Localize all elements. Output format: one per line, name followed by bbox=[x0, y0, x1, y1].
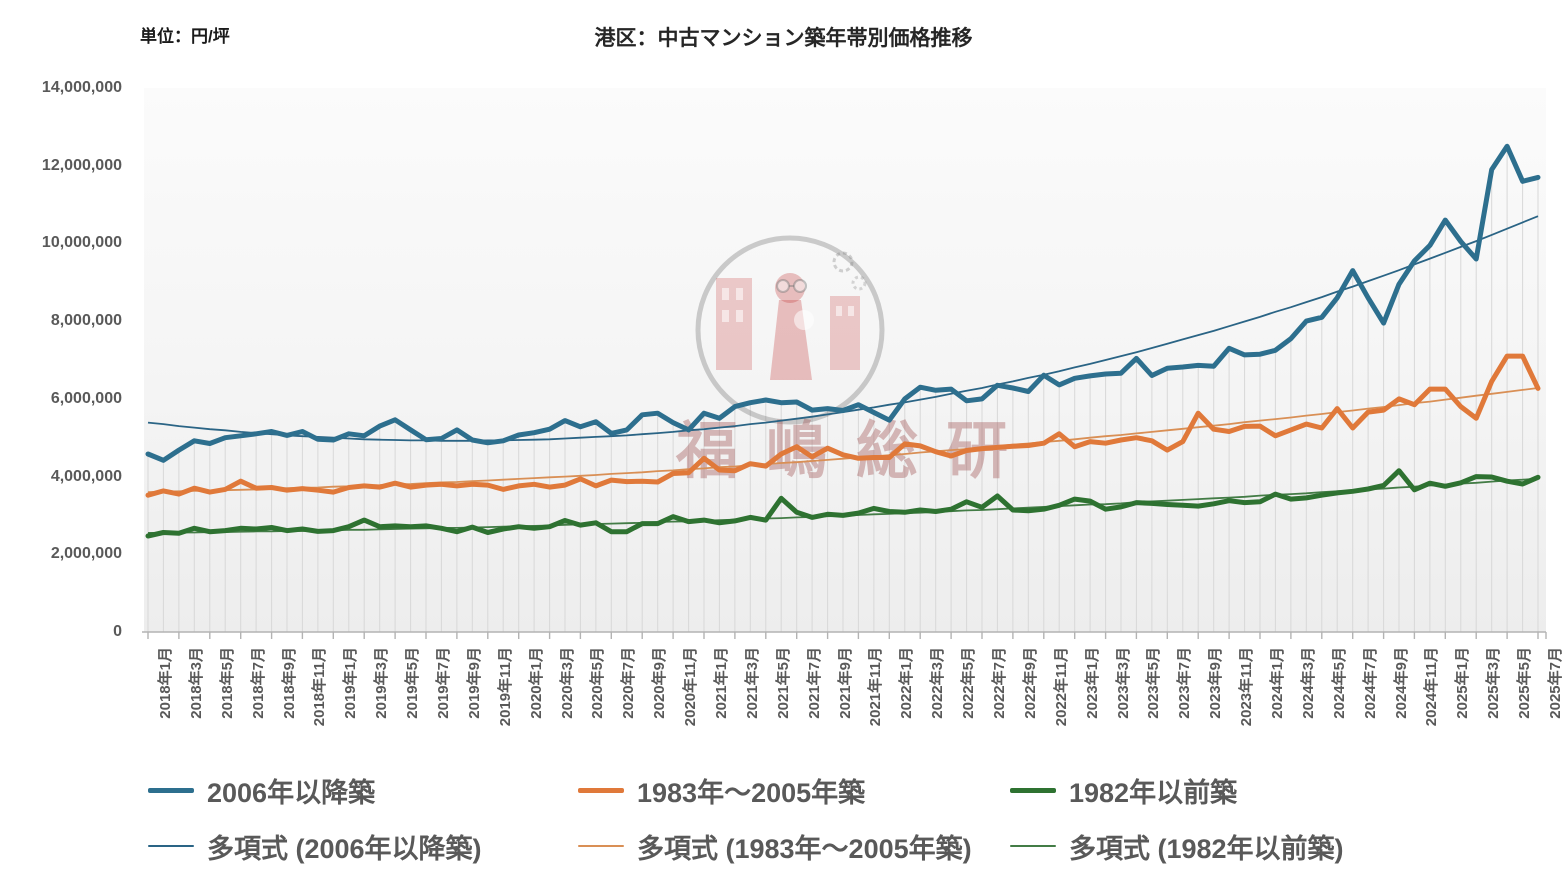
x-tick-label: 2019年11月 bbox=[496, 647, 514, 727]
x-tick-label: 2021年11月 bbox=[867, 647, 885, 727]
legend-label: 2006年以降築 bbox=[207, 777, 376, 808]
y-tick-label: 4,000,000 bbox=[50, 467, 122, 485]
x-tick-label: 2022年5月 bbox=[960, 647, 978, 719]
unit-label: 単位：円/坪 bbox=[140, 27, 230, 46]
x-tick-label: 2025年3月 bbox=[1485, 647, 1503, 719]
legend-item-trend-2006-later: 多項式 (2006年以降築) bbox=[148, 826, 482, 866]
legend-swatch-trend-2006-later bbox=[148, 845, 194, 847]
legend-swatch-2006-later bbox=[148, 787, 194, 793]
x-tick-label: 2021年3月 bbox=[743, 647, 761, 719]
x-tick-label: 2024年7月 bbox=[1361, 647, 1379, 719]
page-title: 港区：中古マンション築年帯別価格推移 bbox=[594, 27, 973, 50]
x-tick-label: 2023年7月 bbox=[1176, 647, 1194, 719]
legend-label: 多項式 (1982年以前築) bbox=[1069, 833, 1344, 864]
legend-swatch-trend-1983-2005 bbox=[578, 845, 624, 847]
legend-swatch-trend-1982-earlier bbox=[1010, 845, 1056, 847]
x-tick-label: 2025年5月 bbox=[1516, 647, 1534, 719]
x-tick-label: 2021年9月 bbox=[836, 647, 854, 719]
y-tick-label: 6,000,000 bbox=[50, 389, 122, 407]
x-tick-label: 2023年11月 bbox=[1238, 647, 1256, 727]
x-tick-label: 2019年5月 bbox=[404, 647, 422, 719]
y-tick-label: 2,000,000 bbox=[50, 545, 122, 563]
legend-label: 多項式 (1983年〜2005年築) bbox=[637, 833, 972, 864]
x-tick-label: 2020年11月 bbox=[682, 647, 700, 727]
x-tick-label: 2023年5月 bbox=[1145, 647, 1163, 719]
x-tick-label: 2021年7月 bbox=[805, 647, 823, 719]
x-tick-label: 2020年5月 bbox=[589, 647, 607, 719]
x-tick-label: 2025年1月 bbox=[1454, 647, 1472, 719]
x-tick-label: 2023年1月 bbox=[1083, 647, 1101, 719]
y-tick-label: 8,000,000 bbox=[50, 312, 122, 330]
x-tick-label: 2018年3月 bbox=[187, 647, 205, 719]
series-line bbox=[145, 468, 1541, 539]
y-tick-label: 0 bbox=[113, 623, 122, 640]
x-tick-label: 2018年7月 bbox=[249, 647, 267, 719]
x-tick-label: 2018年1月 bbox=[157, 647, 174, 719]
y-tick-label: 12,000,000 bbox=[41, 156, 122, 174]
x-tick-label: 2021年1月 bbox=[713, 647, 730, 719]
series-line bbox=[145, 143, 1541, 463]
watermark-logo: 福嶋総研 bbox=[675, 235, 1008, 486]
x-tick-label: 2024年5月 bbox=[1330, 647, 1348, 719]
series-line bbox=[145, 353, 1541, 498]
x-tick-label: 2020年1月 bbox=[527, 647, 545, 719]
x-tick-label: 2020年3月 bbox=[558, 647, 576, 719]
y-tick-label: 10,000,000 bbox=[41, 234, 122, 252]
x-tick-label: 2025年7月 bbox=[1547, 647, 1564, 719]
x-tick-label: 2020年9月 bbox=[651, 647, 669, 719]
x-tick-label: 2024年3月 bbox=[1299, 647, 1317, 719]
x-tick-label: 2020年7月 bbox=[620, 647, 638, 719]
x-tick-label: 2019年3月 bbox=[373, 647, 391, 719]
x-tick-label: 2019年9月 bbox=[465, 647, 483, 719]
legend-swatch-1982-earlier bbox=[1010, 787, 1056, 793]
legend-label: 1983年〜2005年築 bbox=[637, 777, 866, 808]
legend-item-2006-later: 2006年以降築 bbox=[148, 770, 375, 810]
x-tick-label: 2022年7月 bbox=[991, 647, 1008, 719]
legend-item-trend-1982-earlier: 多項式 (1982年以前築) bbox=[1010, 826, 1344, 866]
x-axis bbox=[142, 631, 1547, 639]
x-tick-label: 2023年9月 bbox=[1207, 647, 1225, 719]
x-tick-label: 2018年11月 bbox=[311, 647, 329, 727]
x-tick-label: 2018年9月 bbox=[280, 647, 298, 719]
legend-label: 1982年以前築 bbox=[1069, 777, 1238, 808]
legend-label: 多項式 (2006年以降築) bbox=[207, 833, 482, 864]
x-tick-label: 2023年3月 bbox=[1114, 647, 1132, 719]
legend-item-1982-earlier: 1982年以前築 bbox=[1010, 770, 1237, 810]
x-tick-label: 2024年1月 bbox=[1269, 647, 1286, 719]
legend-swatch-1983-2005 bbox=[578, 787, 624, 793]
x-tick-label: 2022年9月 bbox=[1021, 647, 1039, 719]
x-tick-label: 2022年3月 bbox=[929, 647, 947, 719]
x-tick-label: 2019年1月 bbox=[342, 647, 360, 719]
x-tick-label: 2022年11月 bbox=[1052, 647, 1070, 727]
x-tick-label: 2022年1月 bbox=[898, 647, 916, 719]
x-tick-label: 2024年9月 bbox=[1392, 647, 1410, 719]
legend-item-trend-1983-2005: 多項式 (1983年〜2005年築) bbox=[578, 826, 972, 866]
x-tick-label: 2019年7月 bbox=[435, 647, 452, 719]
legend-item-1983-2005: 1983年〜2005年築 bbox=[578, 770, 865, 810]
y-tick-label: 14,000,000 bbox=[41, 79, 122, 96]
plot-area bbox=[144, 88, 1546, 632]
x-tick-label: 2024年11月 bbox=[1423, 647, 1441, 727]
x-tick-label: 2021年5月 bbox=[774, 647, 792, 719]
x-tick-label: 2018年5月 bbox=[218, 647, 236, 719]
